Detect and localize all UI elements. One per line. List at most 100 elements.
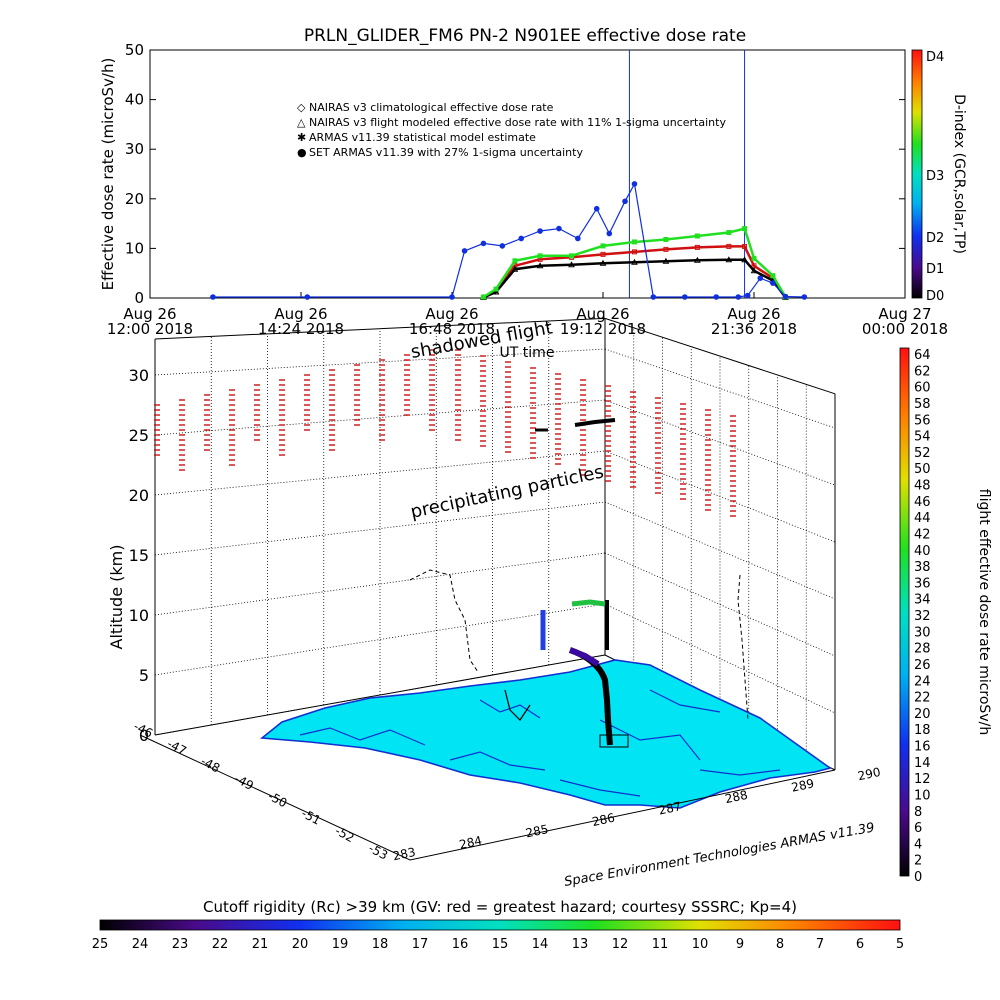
dose-colorbar-tick-label: 22 bbox=[914, 691, 931, 706]
top-x-tick-label-date: Aug 26 bbox=[274, 305, 327, 323]
longitude-tick-label: 289 bbox=[790, 776, 815, 794]
top-series-point bbox=[782, 293, 789, 300]
dose-colorbar-tick-label: 4 bbox=[914, 837, 922, 852]
top-y-tick-label: 0 bbox=[134, 289, 144, 307]
rigidity-colorbar-tick-label: 20 bbox=[292, 937, 309, 952]
rigidity-colorbar-tick-label: 10 bbox=[692, 937, 709, 952]
top-series-point bbox=[770, 273, 776, 279]
scene-floor-frame bbox=[139, 734, 836, 861]
altitude-tick-label: 15 bbox=[129, 546, 149, 565]
top-series-point bbox=[750, 267, 758, 274]
top-series-point bbox=[575, 235, 581, 242]
dose-colorbar-tick-label: 2 bbox=[914, 854, 922, 869]
top-series-point bbox=[304, 294, 311, 300]
top-x-tick-label-time: 12:00 2018 bbox=[107, 320, 193, 338]
flight-ground-box bbox=[599, 734, 629, 748]
legend-entry-text: NAIRAS v3 climatological effective dose … bbox=[309, 101, 554, 114]
flight-top-segment bbox=[571, 599, 606, 607]
grid-line bbox=[154, 450, 606, 496]
rigidity-colorbar-group: Cutoff rigidity (Rc) >39 km (GV: red = g… bbox=[92, 898, 904, 952]
altitude-ticks: 0 5 10 15 20 25 30 bbox=[129, 366, 149, 745]
top-x-tick-label-date: Aug 26 bbox=[123, 305, 176, 323]
top-series-line-1 bbox=[482, 258, 787, 299]
scene-frame-edge bbox=[154, 654, 606, 736]
top-series-point bbox=[569, 253, 575, 259]
dose-colorbar-tick-label: 40 bbox=[914, 544, 931, 559]
top-x-tick-label-date: Aug 26 bbox=[727, 305, 780, 323]
grid-line bbox=[604, 603, 836, 714]
dose-colorbar-tick-label: 50 bbox=[914, 462, 931, 477]
top-series-group bbox=[210, 181, 808, 301]
top-series-point bbox=[537, 253, 543, 259]
top-series-line-3 bbox=[212, 182, 805, 298]
top-legend: ◇ NAIRAS v3 climatological effective dose… bbox=[297, 101, 726, 159]
legend-entry-text: NAIRAS v3 flight modeled effective dose … bbox=[309, 116, 726, 129]
dose-colorbar-tick-label: 30 bbox=[914, 625, 931, 640]
top-series-point bbox=[650, 294, 657, 300]
dindex-colorbar bbox=[911, 49, 923, 299]
longitude-tick-label: 286 bbox=[591, 811, 616, 829]
dose-colorbar-tick-label: 46 bbox=[914, 495, 931, 510]
top-series-point bbox=[694, 256, 701, 263]
top-chart: PRLN_GLIDER_FM6 PN-2 N901EE effective do… bbox=[99, 26, 967, 361]
latitude-tick-label: -53 bbox=[366, 841, 390, 863]
top-series-line-2 bbox=[482, 227, 787, 299]
top-series-point bbox=[751, 255, 757, 261]
rigidity-colorbar-tick-label: 22 bbox=[212, 937, 229, 952]
rigidity-colorbar-tick-label: 19 bbox=[332, 937, 349, 952]
top-series-point bbox=[512, 258, 518, 264]
grid-line bbox=[154, 603, 606, 676]
top-y-tick-label: 50 bbox=[125, 41, 144, 59]
altitude-tick-label: 25 bbox=[129, 426, 149, 445]
flight-path bbox=[409, 418, 749, 748]
legend-marker-icon: ● bbox=[297, 146, 307, 159]
longitude-tick-label: 284 bbox=[458, 833, 483, 851]
top-series-point bbox=[622, 198, 628, 205]
scene-frame-edge bbox=[604, 317, 836, 395]
top-series-point bbox=[631, 239, 637, 245]
top-x-tick-label-time: 00:00 2018 bbox=[862, 320, 948, 338]
dindex-tick-label: D2 bbox=[926, 231, 944, 246]
dose-colorbar-tick-label: 48 bbox=[914, 479, 931, 494]
top-series-point bbox=[663, 246, 669, 252]
flight-ground-track bbox=[504, 689, 531, 721]
top-series-point bbox=[663, 236, 669, 242]
credit-text: Space Environment Technologies ARMAS v11… bbox=[563, 821, 876, 890]
top-y-axis-label: Effective dose rate (microSv/h) bbox=[99, 58, 117, 291]
top-series-point bbox=[593, 205, 600, 212]
top-x-tick-label-time: 19:12 2018 bbox=[560, 320, 646, 338]
top-chart-title: PRLN_GLIDER_FM6 PN-2 N901EE effective do… bbox=[304, 26, 746, 46]
top-series-point bbox=[518, 235, 525, 242]
top-series-point bbox=[770, 280, 776, 286]
legend-entry-text: ARMAS v11.39 statistical model estimate bbox=[309, 131, 536, 144]
dose-colorbar-tick-label: 14 bbox=[914, 756, 931, 771]
rigidity-colorbar-tick-label: 23 bbox=[172, 937, 189, 952]
top-x-tick-label-date: Aug 26 bbox=[425, 305, 478, 323]
top-x-tick-label-date: Aug 27 bbox=[878, 305, 931, 323]
rigidity-colorbar-tick-label: 21 bbox=[252, 937, 269, 952]
rigidity-colorbar-tick-label: 15 bbox=[492, 937, 509, 952]
dose-colorbar bbox=[899, 347, 910, 877]
rigidity-colorbar-ticks: 25 24 23 22 21 20 19 18 17 16 15 14 13 12 11 10 9 8 7 6 5 bbox=[92, 937, 904, 952]
map-ground bbox=[259, 659, 832, 809]
latitude-tick-label: -49 bbox=[232, 771, 256, 793]
altitude-tick-label: 0 bbox=[139, 726, 149, 745]
top-x-tick-label-time: 14:24 2018 bbox=[258, 320, 344, 338]
rigidity-colorbar bbox=[99, 919, 901, 931]
top-series-point bbox=[599, 259, 607, 266]
dose-colorbar-tick-label: 26 bbox=[914, 658, 931, 673]
dose-colorbar-tick-label: 64 bbox=[914, 348, 931, 363]
top-series-point bbox=[694, 233, 700, 239]
top-series-point bbox=[735, 294, 742, 300]
dose-colorbar-tick-label: 6 bbox=[914, 821, 922, 836]
rigidity-colorbar-tick-label: 18 bbox=[372, 937, 389, 952]
top-series-point bbox=[511, 265, 519, 272]
altitude-axis-label: Altitude (km) bbox=[107, 545, 126, 650]
dose-colorbar-tick-label: 56 bbox=[914, 413, 931, 428]
top-series-point bbox=[480, 240, 487, 247]
dindex-tick-label: D1 bbox=[926, 262, 944, 277]
top-series-point bbox=[713, 294, 720, 300]
legend-entry-text: SET ARMAS v11.39 with 27% 1-sigma uncert… bbox=[309, 146, 583, 159]
rigidity-colorbar-tick-label: 5 bbox=[896, 937, 904, 952]
